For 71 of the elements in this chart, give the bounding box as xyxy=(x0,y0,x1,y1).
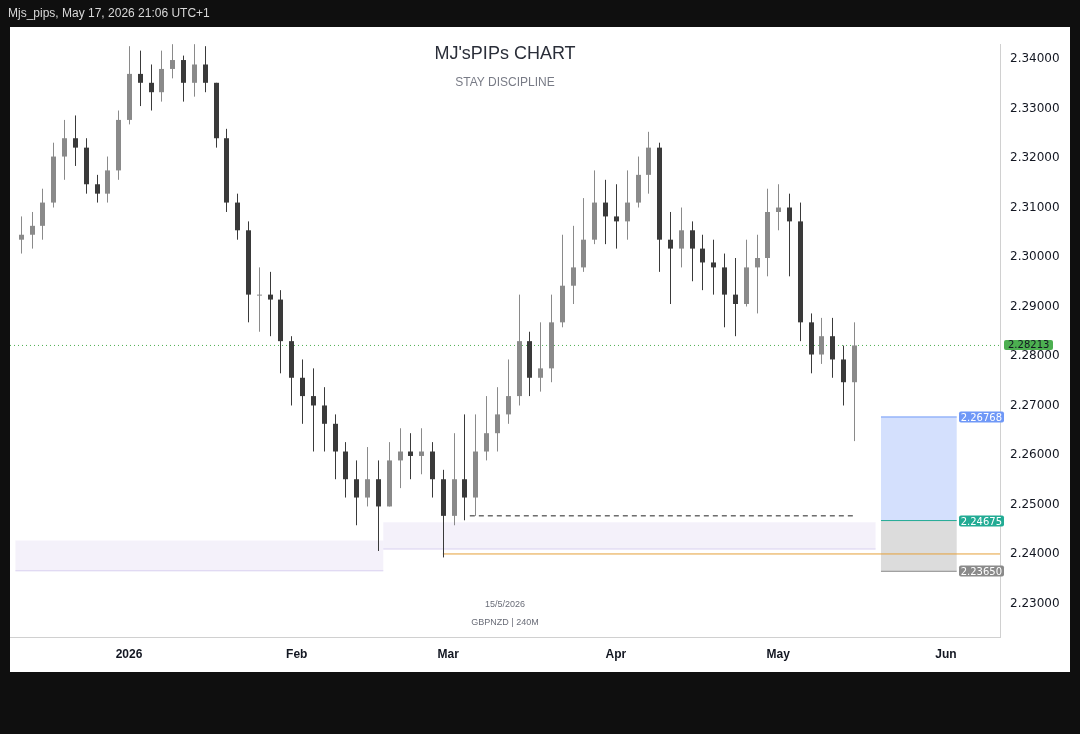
candlestick xyxy=(538,321,543,393)
candlestick xyxy=(149,63,154,112)
y-tick-label: 2.27000 xyxy=(1010,397,1060,412)
candlestick xyxy=(495,386,500,453)
candlestick xyxy=(192,43,197,98)
y-tick-label: 2.32000 xyxy=(1010,150,1060,165)
candlestick xyxy=(690,220,695,282)
candlestick xyxy=(257,266,262,333)
candlestick xyxy=(40,188,45,241)
data-label: 2.24675 xyxy=(958,515,1005,527)
y-tick-label: 2.23000 xyxy=(1010,595,1060,610)
candlestick xyxy=(711,239,716,296)
candlestick xyxy=(170,43,175,79)
candlestick xyxy=(138,50,143,107)
candlestick xyxy=(668,211,673,305)
candlestick xyxy=(19,215,24,255)
ref-line-label: 2.28213 xyxy=(1004,339,1054,351)
text: STAY DISCIPLINE xyxy=(455,75,555,89)
candlestick xyxy=(462,413,467,521)
candlestick xyxy=(322,386,327,453)
annotation: 15/5/2026 xyxy=(484,599,526,609)
candlestick xyxy=(625,169,630,241)
candlestick xyxy=(300,358,305,425)
candlestick xyxy=(733,257,738,337)
x-tick-label: Mar xyxy=(437,647,460,662)
candlestick xyxy=(755,234,760,314)
candlestick xyxy=(819,317,824,365)
x-tick-label: Apr xyxy=(605,647,627,662)
candlestick xyxy=(354,459,359,526)
candlestick xyxy=(603,179,608,245)
chart-title: MJ'sPIPs CHART xyxy=(434,43,576,64)
candlestick xyxy=(73,114,78,167)
candlestick xyxy=(830,317,835,379)
candlestick xyxy=(484,395,489,461)
candlestick xyxy=(159,50,164,103)
candlestick xyxy=(408,432,413,480)
x-tick-label: May xyxy=(766,647,791,662)
candlestick xyxy=(614,183,619,250)
y-tick-label: 2.25000 xyxy=(1010,496,1060,511)
candlestick xyxy=(30,211,35,250)
candlestick xyxy=(700,234,705,291)
y-tick-label: 2.30000 xyxy=(1010,249,1060,264)
y-tick-label: 2.31000 xyxy=(1010,199,1060,214)
candlestick xyxy=(841,345,846,406)
text: Mjs_pips, May 17, 2026 21:06 UTC+1 xyxy=(8,6,210,20)
data-label: 2.26768 xyxy=(958,411,1005,423)
candlestick xyxy=(679,207,684,268)
y-tick-label: 2.24000 xyxy=(1010,546,1060,561)
candlestick xyxy=(776,183,781,231)
candlestick xyxy=(181,55,186,103)
candlestick xyxy=(105,156,110,204)
y-tick-label: 2.29000 xyxy=(1010,298,1060,313)
y-tick-label: 2.26000 xyxy=(1010,447,1060,462)
candlestick xyxy=(506,358,511,425)
y-tick-label: 2.28000 xyxy=(1010,348,1060,363)
y-tick-label: 2.34000 xyxy=(1010,51,1060,66)
candlestick xyxy=(365,446,370,507)
candlestick xyxy=(311,367,316,453)
candlestick xyxy=(419,427,424,475)
x-tick-label: Feb xyxy=(286,647,308,662)
candlestick xyxy=(787,193,792,277)
y-tick-label: 2.33000 xyxy=(1010,100,1060,115)
candlestick xyxy=(62,119,67,181)
data-label: 2.23650 xyxy=(958,565,1005,577)
x-tick-label: Jun xyxy=(935,647,957,662)
candlestick xyxy=(203,45,208,93)
x-tick-label: 2026 xyxy=(115,647,143,662)
candlestick xyxy=(571,225,576,305)
candlestick xyxy=(268,271,273,337)
annotation: GBPNZD | 240M xyxy=(471,617,539,627)
candlestick xyxy=(95,174,100,204)
